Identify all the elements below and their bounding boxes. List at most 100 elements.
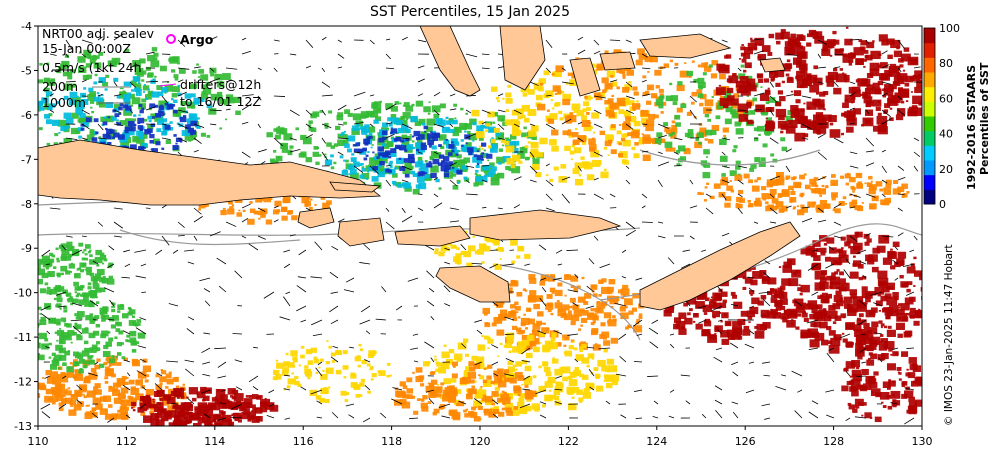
sst-pixel [128,396,134,401]
sst-pixel [865,119,871,124]
current-arrow [449,123,454,128]
sst-pixel [360,378,366,383]
sst-pixel [514,305,521,311]
sst-pixel [308,124,312,127]
sst-pixel [754,37,765,46]
sst-pixel [704,138,708,141]
sst-pixel [410,167,413,170]
sst-pixel [335,369,342,375]
sst-pixel [897,309,905,315]
current-arrow [701,414,707,419]
sst-pixel [138,114,141,117]
sst-pixel [872,87,881,95]
sst-pixel [60,272,64,276]
sst-pixel [800,192,805,196]
sst-pixel [318,366,321,369]
sst-pixel [751,266,756,270]
sst-pixel [724,202,731,208]
sst-pixel [355,142,361,147]
sst-pixel [790,199,794,202]
sst-pixel [475,176,482,182]
sst-pixel [501,144,505,147]
sst-pixel [312,151,320,157]
sst-pixel [823,91,829,96]
sst-pixel [316,146,320,150]
sst-pixel [116,95,121,99]
sst-pixel [276,127,285,134]
sst-pixel [423,125,428,130]
sst-pixel [681,326,685,330]
sst-pixel [522,288,527,291]
sst-pixel [747,199,751,203]
sst-pixel [512,148,519,154]
sst-pixel [68,409,77,416]
current-arrow [753,50,764,55]
sst-pixel [606,358,615,365]
sst-pixel [324,153,327,156]
sst-pixel [124,126,131,131]
current-arrow [730,342,739,349]
sst-pixel [242,209,246,213]
sst-pixel [113,77,119,82]
sst-pixel [910,91,913,93]
sst-pixel [406,394,413,400]
sst-pixel [733,145,738,149]
sst-pixel [831,272,836,276]
sst-pixel [512,364,517,368]
sst-pixel [200,84,207,90]
sst-pixel [763,78,770,83]
sst-pixel [337,112,344,117]
sst-pixel [708,301,717,308]
sst-pixel [896,103,899,106]
sst-pixel [129,126,136,132]
sst-pixel [869,310,876,316]
sst-pixel [447,152,453,156]
sst-pixel [315,371,319,375]
sst-pixel [896,260,904,266]
sst-pixel [669,59,674,63]
sst-pixel [538,331,545,337]
sst-pixel [353,148,360,153]
sst-pixel [388,162,393,166]
current-arrow [673,164,683,167]
sst-pixel [868,175,873,180]
sst-pixel [813,304,819,310]
current-arrow [593,50,601,55]
sst-pixel [38,342,41,349]
sst-pixel [425,385,434,393]
sst-pixel [422,395,428,400]
sst-pixel [217,389,221,392]
current-arrow [385,103,397,111]
sst-pixel [865,375,876,384]
sst-pixel [500,139,506,144]
sst-pixel [737,336,743,340]
sst-pixel [342,365,349,370]
sst-pixel [835,73,847,83]
sst-pixel [361,167,367,172]
current-arrow [316,416,323,419]
sst-pixel [95,249,103,256]
sst-pixel [45,305,51,310]
sst-pixel [612,315,616,319]
sst-pixel [530,141,539,149]
current-arrow [385,207,390,212]
sst-pixel [135,341,140,344]
sst-pixel [442,156,450,162]
sst-pixel [137,371,147,379]
sst-pixel [875,392,882,398]
sst-pixel [787,109,794,116]
sst-pixel [529,290,537,296]
current-arrow [625,81,633,88]
sst-pixel [44,87,50,93]
sst-pixel [630,131,640,139]
sst-pixel [117,409,121,413]
sst-pixel [406,144,414,150]
sst-pixel [821,184,825,188]
sst-pixel [70,127,79,135]
sst-pixel [175,142,178,145]
sst-pixel [844,98,849,102]
current-arrow [253,346,259,349]
sst-pixel [227,421,235,426]
sst-pixel [394,101,400,105]
sst-pixel [881,39,889,46]
